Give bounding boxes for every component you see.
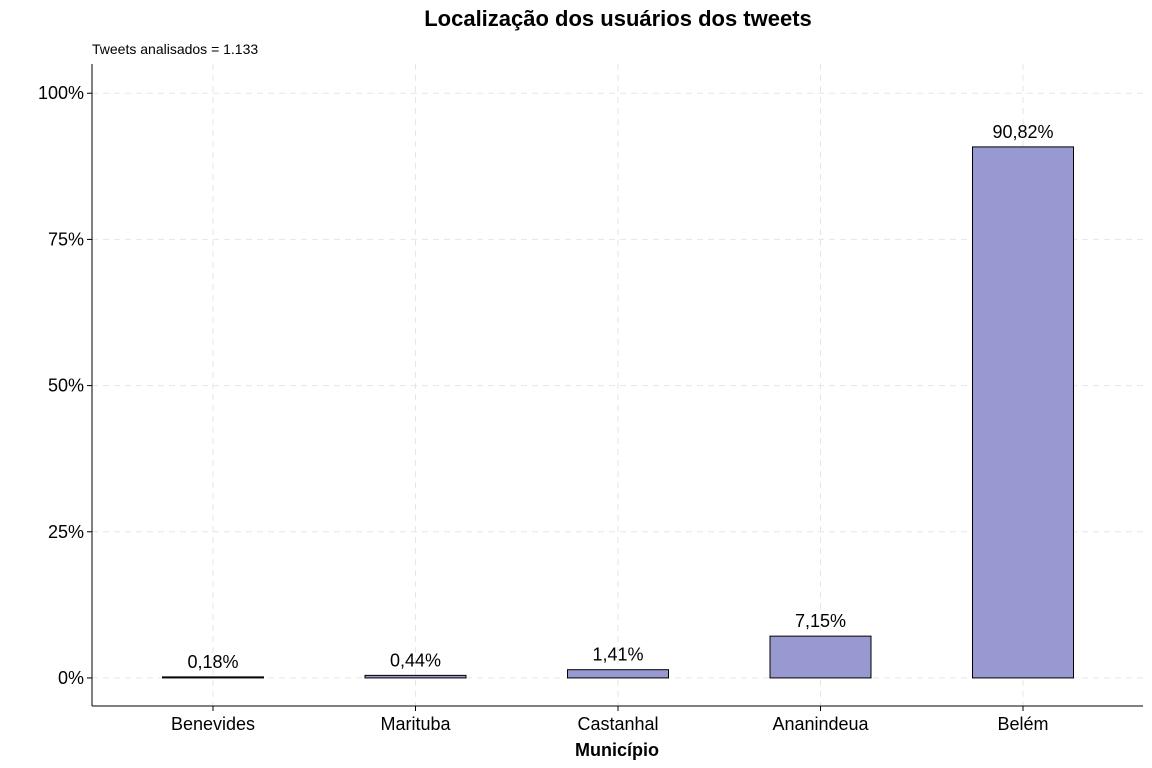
x-axis-title: Município [575,740,659,760]
y-tick-label: 75% [48,229,84,249]
x-tick-label: Belém [997,714,1048,734]
bar-belém [972,146,1074,679]
chart-title: Localização dos usuários dos tweets [424,6,812,31]
x-tick-label: Ananindeua [772,714,869,734]
x-axis: Benevides Marituba Castanhal Ananindeua Belé… [171,706,1049,734]
y-tick-label: 50% [48,376,84,396]
data-labels: 0,18% 0,44% 1,41% 7,15% 90,82% [187,122,1053,672]
y-tick-label: 25% [48,522,84,542]
x-tick-label: Benevides [171,714,255,734]
bar-benevides [162,676,264,679]
data-label: 90,82% [992,122,1053,142]
chart-subtitle: Tweets analisados = 1.133 [92,41,258,57]
y-tick-label: 0% [58,668,84,688]
x-tick-label: Marituba [380,714,451,734]
bar-castanhal [567,669,669,679]
data-label: 1,41% [592,645,643,665]
x-tick-label: Castanhal [577,714,658,734]
y-axis: 0% 25% 50% 75% 100% [38,83,92,688]
x-gridlines [212,64,1024,706]
bar-ananindeua [769,635,872,679]
data-label: 0,18% [187,652,238,672]
data-label: 0,44% [390,650,441,670]
bar-marituba [364,674,467,679]
data-label: 7,15% [795,611,846,631]
y-tick-label: 100% [38,83,84,103]
bars [162,146,1074,679]
